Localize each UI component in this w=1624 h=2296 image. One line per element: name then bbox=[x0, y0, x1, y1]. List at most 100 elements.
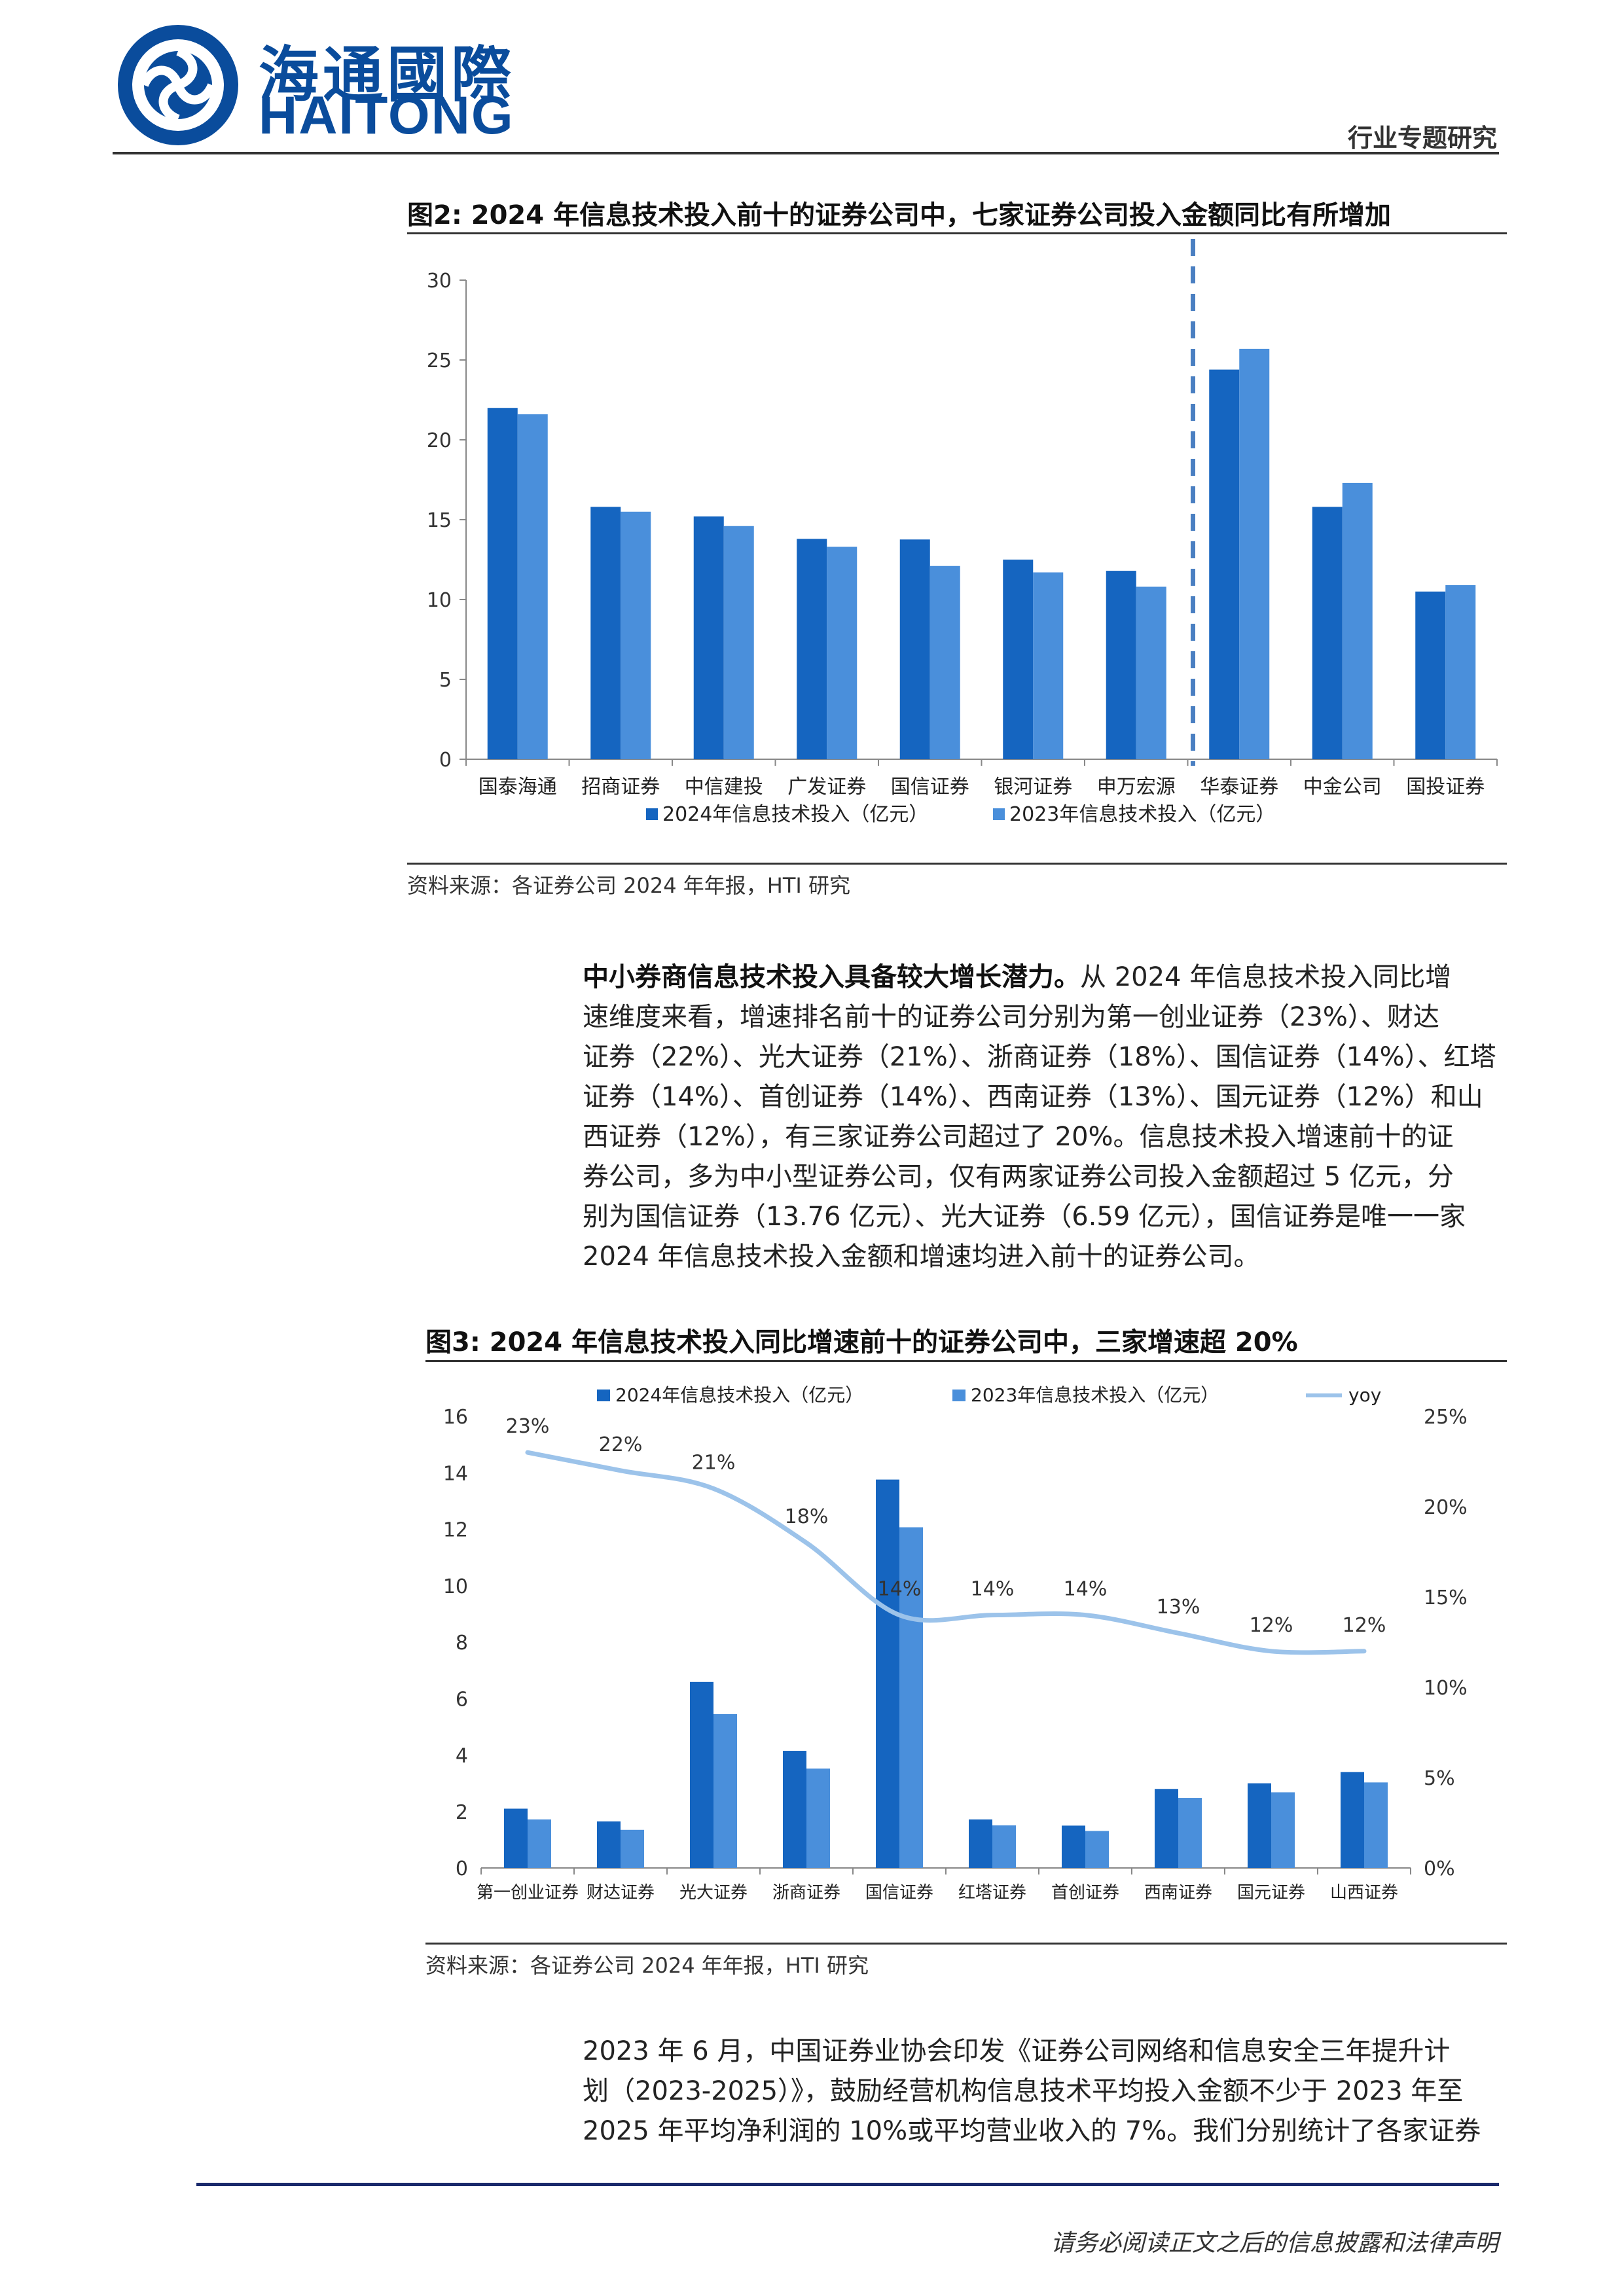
bar-2024 bbox=[590, 507, 621, 759]
y-tick-label: 0 bbox=[456, 1857, 468, 1880]
figure3-title-rule bbox=[425, 1360, 1507, 1362]
paragraph-1-line-7: 别为国信证券（13.76 亿元）、光大证券（6.59 亿元），国信证券是唯一一家 bbox=[583, 1202, 1466, 1232]
bar-2023 bbox=[1136, 586, 1166, 759]
bar-2024 bbox=[1155, 1789, 1178, 1868]
bar-2023 bbox=[713, 1713, 737, 1868]
bar-2023 bbox=[1239, 348, 1270, 759]
y2-tick-label: 20% bbox=[1424, 1496, 1468, 1519]
yoy-data-label: 14% bbox=[1064, 1578, 1108, 1601]
bar-2023 bbox=[723, 526, 754, 759]
legend-swatch-2023 bbox=[952, 1390, 965, 1401]
yoy-data-label: 22% bbox=[599, 1433, 643, 1456]
x-tick-label: 国投证券 bbox=[1406, 776, 1485, 798]
y-tick-label: 12 bbox=[443, 1519, 468, 1542]
paragraph-1-line-8: 2024 年信息技术投入金额和增速均进入前十的证券公司。 bbox=[583, 1242, 1260, 1272]
y-tick-label: 10 bbox=[443, 1575, 468, 1598]
yoy-data-label: 21% bbox=[692, 1451, 736, 1474]
x-tick-label: 申万宏源 bbox=[1097, 776, 1176, 798]
paragraph-2-line-1: 2023 年 6 月，中国证券业协会印发《证券公司网络和信息安全三年提升计 bbox=[583, 2036, 1451, 2066]
bar-2023 bbox=[517, 414, 548, 759]
y2-tick-label: 5% bbox=[1424, 1767, 1455, 1790]
x-tick-label: 国信证券 bbox=[865, 1883, 933, 1903]
bar-2023 bbox=[1085, 1831, 1109, 1868]
paragraph-1-line-3: 证券（22%）、光大证券（21%）、浙商证券（18%）、国信证券（14%）、红塔 bbox=[583, 1042, 1496, 1072]
yoy-data-label: 14% bbox=[971, 1578, 1015, 1601]
y-tick-label: 14 bbox=[443, 1462, 468, 1485]
y-tick-label: 0 bbox=[439, 749, 452, 772]
paragraph-1-line-1: 中小券商信息技术投入具备较大增长潜力。从 2024 年信息技术投入同比增 bbox=[583, 958, 1512, 997]
legend-label-2024: 2024年信息技术投入（亿元） bbox=[615, 1384, 863, 1406]
y-tick-label: 6 bbox=[456, 1688, 468, 1711]
x-tick-label: 华泰证券 bbox=[1200, 776, 1278, 798]
section-label: 行业专题研究 bbox=[1347, 124, 1497, 152]
figure2-source-rule bbox=[407, 863, 1507, 865]
figure2-source: 资料来源：各证券公司 2024 年年报，HTI 研究 bbox=[407, 873, 851, 898]
y-tick-label: 15 bbox=[427, 509, 452, 532]
legend-label-2023: 2023年信息技术投入（亿元） bbox=[1009, 803, 1275, 826]
paragraph-2-line-2: 划（2023-2025）》，鼓励经营机构信息技术平均投入金额不少于 2023 年… bbox=[583, 2076, 1464, 2106]
logo-chinese-text: 海通國際 bbox=[259, 40, 516, 110]
bar-2024 bbox=[876, 1479, 899, 1868]
x-tick-label: 中信建投 bbox=[685, 776, 763, 798]
x-tick-label: 国元证券 bbox=[1237, 1883, 1305, 1903]
yoy-data-label: 12% bbox=[1343, 1614, 1386, 1637]
y-tick-label: 2 bbox=[456, 1801, 468, 1824]
bar-2023 bbox=[1445, 585, 1476, 759]
paragraph-1-lead: 中小券商信息技术投入具备较大增长潜力。 bbox=[583, 962, 1080, 992]
paragraph-2: 2023 年 6 月，中国证券业协会印发《证券公司网络和信息安全三年提升计 划（… bbox=[583, 2032, 1512, 2151]
x-tick-label: 国信证券 bbox=[891, 776, 969, 798]
haitong-logo-icon bbox=[118, 25, 238, 145]
x-tick-label: 红塔证券 bbox=[958, 1883, 1026, 1903]
x-tick-label: 银河证券 bbox=[994, 776, 1072, 798]
y-tick-label: 16 bbox=[443, 1406, 468, 1429]
x-tick-label: 西南证券 bbox=[1144, 1883, 1212, 1903]
bar-2023 bbox=[1178, 1798, 1202, 1868]
bar-2024 bbox=[1312, 507, 1343, 759]
legend-label-2024: 2024年信息技术投入（亿元） bbox=[662, 803, 928, 826]
y-tick-label: 4 bbox=[456, 1745, 468, 1768]
legend-label-2023: 2023年信息技术投入（亿元） bbox=[971, 1384, 1219, 1406]
footer-disclaimer: 请务必阅读正文之后的信息披露和法律声明 bbox=[1050, 2230, 1498, 2257]
bar-2024 bbox=[1209, 369, 1240, 759]
bar-2023 bbox=[1364, 1782, 1388, 1868]
bar-2023 bbox=[1033, 572, 1064, 759]
figure3-source: 资料来源：各证券公司 2024 年年报，HTI 研究 bbox=[425, 1953, 869, 1978]
legend-label-yoy: yoy bbox=[1348, 1384, 1381, 1406]
x-tick-label: 国泰海通 bbox=[478, 776, 557, 798]
figure2-bar-chart: 0 5 10 15 20 25 30 国泰海通 招商证券 中信建投 广发证券 国信证券 银河证券 申万宏源… bbox=[427, 239, 1498, 826]
bar-2023 bbox=[806, 1768, 830, 1868]
bar-2024 bbox=[1415, 591, 1446, 759]
x-tick-label: 招商证券 bbox=[581, 776, 660, 798]
bar-2024 bbox=[690, 1681, 713, 1868]
yoy-data-label: 23% bbox=[506, 1415, 550, 1438]
bar-2024 bbox=[487, 408, 518, 759]
bar-2023 bbox=[621, 1829, 644, 1868]
bar-2023 bbox=[992, 1825, 1016, 1868]
paragraph-1-line-5: 西证券（12%），有三家证券公司超过了 20%。信息技术投入增速前十的证 bbox=[583, 1122, 1454, 1152]
x-tick-label: 第一创业证券 bbox=[477, 1883, 579, 1903]
footer-divider bbox=[196, 2183, 1499, 2186]
legend-swatch-2023 bbox=[993, 808, 1005, 820]
bar-2023 bbox=[1342, 482, 1373, 759]
x-tick-label: 广发证券 bbox=[787, 776, 866, 798]
paragraph-1-line-2: 速维度来看，增速排名前十的证券公司分别为第一创业证券（23%）、财达 bbox=[583, 1002, 1439, 1032]
figure3-combo-chart: 0 2 4 6 8 10 12 14 16 0% 5% 10% 15% 20% 25% 第一创业证券 财达证券 光… bbox=[443, 1384, 1468, 1903]
x-tick-label: 山西证券 bbox=[1330, 1883, 1398, 1903]
paragraph-1: 中小券商信息技术投入具备较大增长潜力。从 2024 年信息技术投入同比增 速维度… bbox=[583, 958, 1512, 1277]
legend-swatch-2024 bbox=[597, 1390, 610, 1401]
bar-2024 bbox=[1003, 560, 1034, 759]
bar-2024 bbox=[899, 539, 930, 759]
figure3-source-rule bbox=[425, 1943, 1507, 1945]
paragraph-1-line-6: 券公司，多为中小型证券公司，仅有两家证券公司投入金额超过 5 亿元，分 bbox=[583, 1162, 1454, 1192]
y2-tick-label: 15% bbox=[1424, 1587, 1468, 1609]
bar-2023 bbox=[1271, 1792, 1295, 1868]
x-tick-label: 中金公司 bbox=[1303, 776, 1382, 798]
bar-2024 bbox=[1106, 571, 1136, 759]
bar-2023 bbox=[899, 1527, 923, 1868]
bar-2024 bbox=[783, 1751, 806, 1868]
y-tick-label: 25 bbox=[427, 350, 452, 372]
bar-2024 bbox=[797, 539, 827, 759]
yoy-data-label: 12% bbox=[1250, 1614, 1293, 1637]
bar-2023 bbox=[827, 547, 857, 759]
header-divider bbox=[113, 152, 1499, 154]
